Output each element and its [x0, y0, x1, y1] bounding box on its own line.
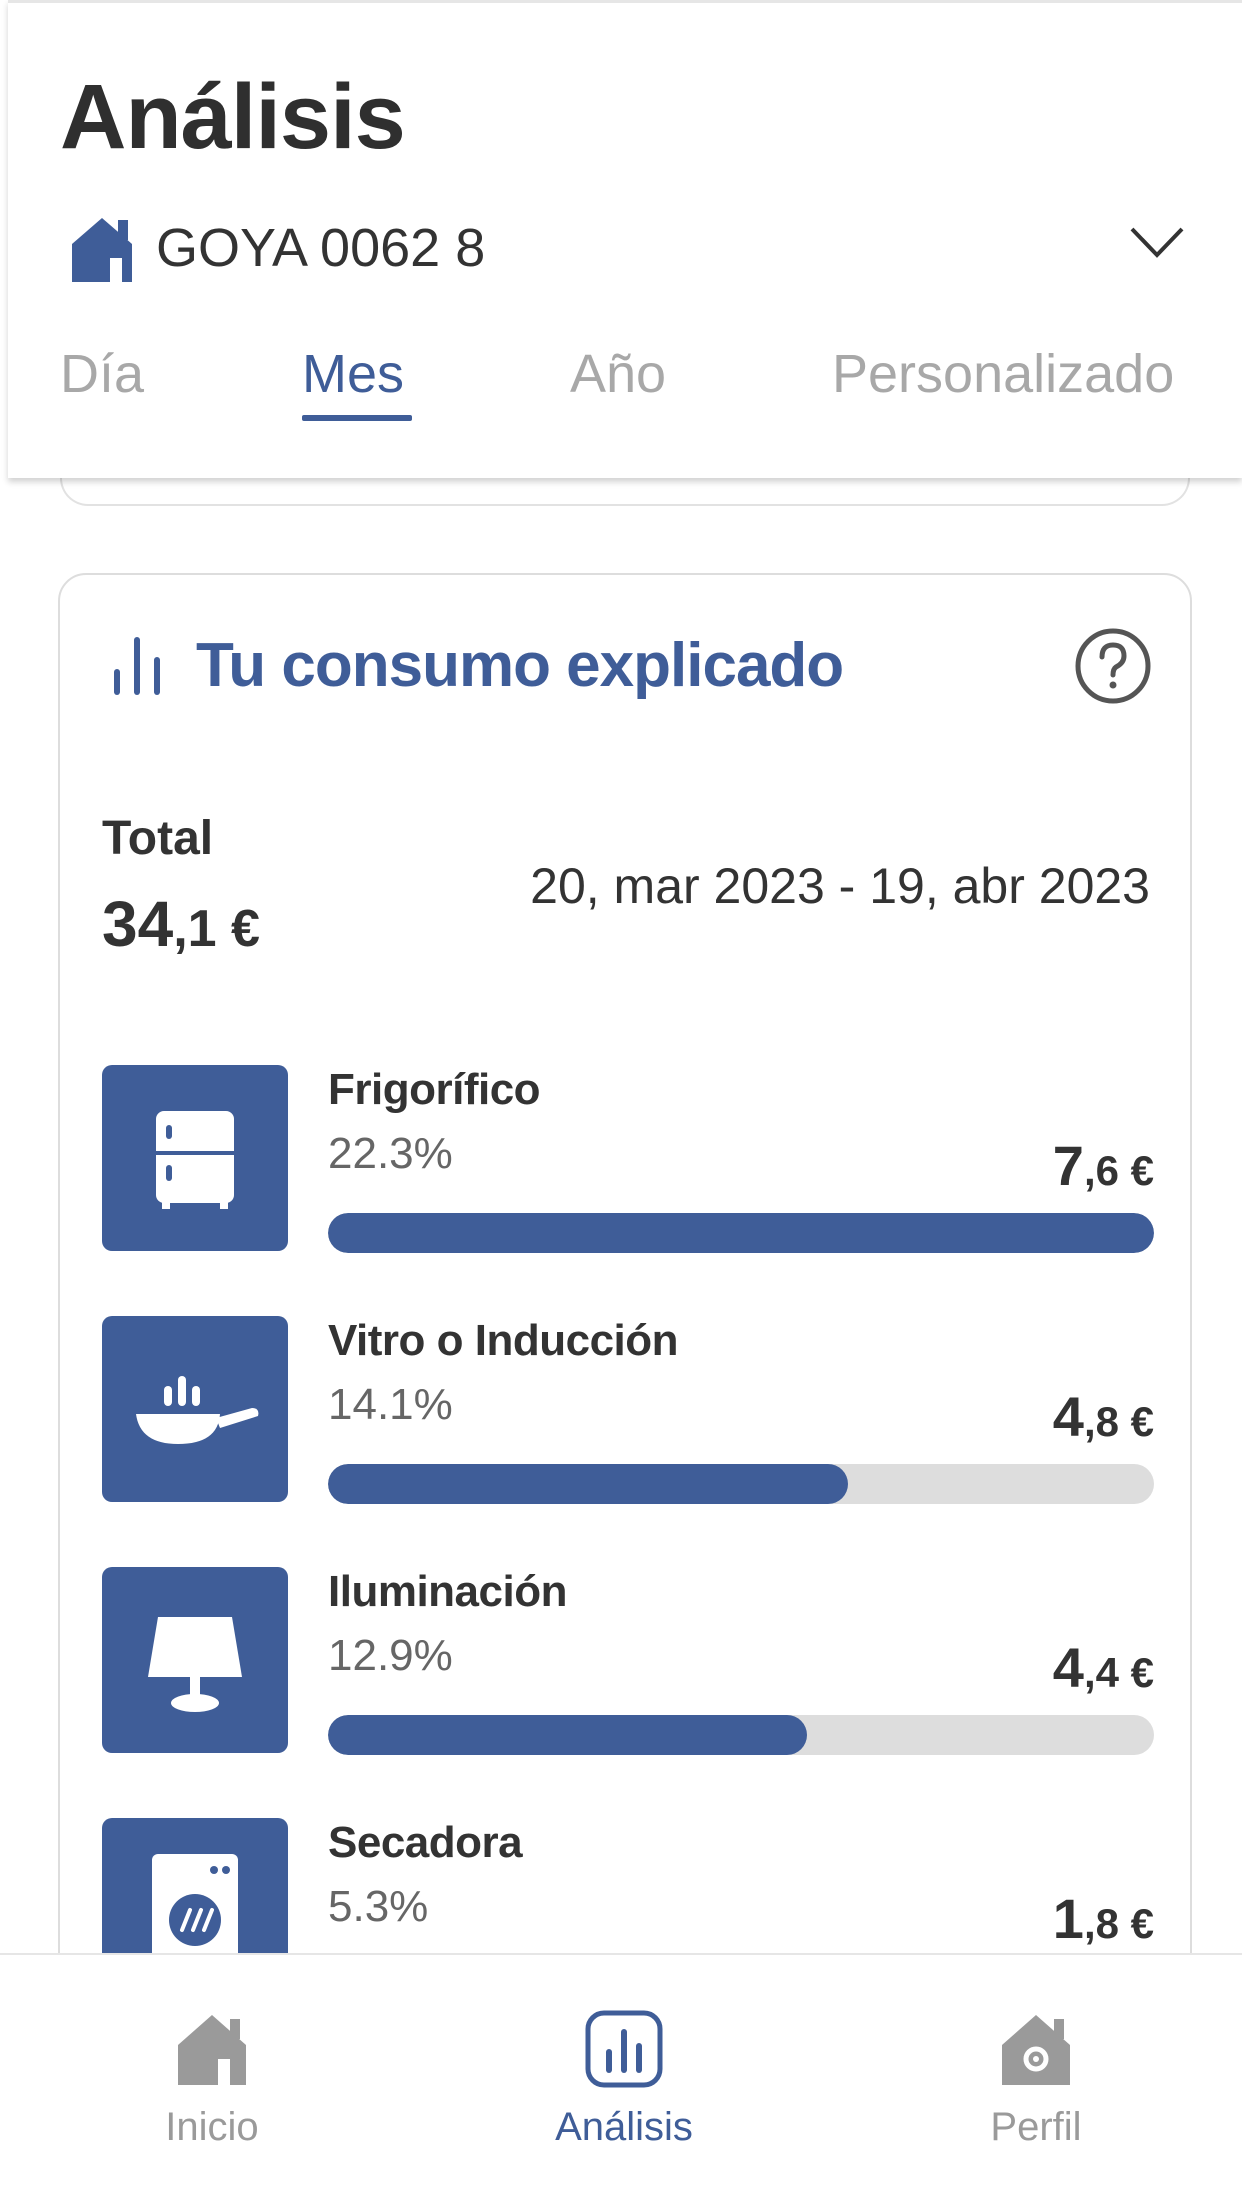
- nav-perfil[interactable]: Perfil: [916, 2009, 1156, 2150]
- item-percent: 12.9%: [328, 1631, 453, 1680]
- item-amount-int: 1: [1052, 1887, 1084, 1950]
- item-percent: 22.3%: [328, 1129, 453, 1178]
- item-amount: 1,8 €: [1053, 1886, 1154, 1951]
- item-amount-int: 4: [1052, 1636, 1084, 1699]
- nav-label: Análisis: [555, 2105, 693, 2149]
- card-header: Tu consumo explicado: [112, 625, 1152, 705]
- total-value-dec: ,1 €: [173, 900, 260, 958]
- item-amount-int: 4: [1052, 1385, 1084, 1448]
- analysis-icon: [585, 2010, 663, 2088]
- item-name: Frigorífico: [328, 1065, 541, 1114]
- item-amount: 7,6 €: [1053, 1133, 1154, 1198]
- profile-icon: [1002, 2015, 1070, 2085]
- tab-mes[interactable]: Mes: [302, 344, 405, 404]
- item-amount-dec: ,4 €: [1083, 1649, 1154, 1696]
- item-progress-bar: [328, 1715, 1154, 1755]
- home-icon: [178, 2015, 246, 2085]
- tab-ano[interactable]: Año: [570, 344, 667, 404]
- chevron-down-icon[interactable]: [1128, 223, 1186, 263]
- card-title: Tu consumo explicado: [196, 630, 844, 700]
- tab-personalizado[interactable]: Personalizado: [832, 344, 1175, 404]
- item-amount-dec: ,8 €: [1083, 1398, 1154, 1445]
- list-item-vitro[interactable]: Vitro o Inducción 14.1% 4,8 €: [102, 1316, 1154, 1506]
- item-progress-fill: [328, 1464, 849, 1504]
- item-name: Vitro o Inducción: [328, 1316, 679, 1365]
- property-name: GOYA 0062 8: [156, 218, 486, 278]
- item-amount-dec: ,8 €: [1083, 1900, 1154, 1947]
- item-amount: 4,8 €: [1053, 1384, 1154, 1449]
- item-percent: 14.1%: [328, 1380, 453, 1429]
- item-name: Iluminación: [328, 1567, 567, 1616]
- bar-chart-icon: [114, 637, 160, 695]
- date-range: 20, mar 2023 - 19, abr 2023: [530, 858, 1150, 914]
- item-progress-bar: [328, 1464, 1154, 1504]
- app-header: Análisis GOYA 0062 8 Día Mes Año Persona…: [8, 0, 1242, 478]
- fridge-icon: [102, 1065, 288, 1251]
- nav-inicio[interactable]: Inicio: [92, 2009, 332, 2150]
- tab-active-underline: [302, 415, 412, 421]
- lamp-icon: [102, 1567, 288, 1753]
- property-selector[interactable]: GOYA 0062 8: [66, 209, 1186, 287]
- list-item-frigorifico[interactable]: Frigorífico 22.3% 7,6 €: [102, 1065, 1154, 1255]
- page-title: Análisis: [60, 66, 406, 168]
- item-progress-bar: [328, 1213, 1154, 1253]
- house-icon: [72, 218, 132, 282]
- nav-label: Perfil: [990, 2105, 1082, 2149]
- tab-dia[interactable]: Día: [60, 344, 145, 404]
- item-name: Secadora: [328, 1818, 523, 1867]
- item-amount: 4,4 €: [1053, 1635, 1154, 1700]
- list-item-iluminacion[interactable]: Iluminación 12.9% 4,4 €: [102, 1567, 1154, 1757]
- total-value: 34,1 €: [102, 887, 260, 961]
- nav-label: Inicio: [165, 2105, 259, 2149]
- nav-analisis[interactable]: Análisis: [504, 2009, 744, 2150]
- help-icon[interactable]: [1074, 627, 1152, 705]
- item-progress-fill: [328, 1715, 808, 1755]
- bottom-nav: Inicio Análisis Perfil: [0, 1953, 1242, 2208]
- item-amount-int: 7: [1052, 1134, 1084, 1197]
- pan-icon: [102, 1316, 288, 1502]
- total-label: Total: [102, 812, 214, 865]
- item-percent: 5.3%: [328, 1882, 429, 1931]
- item-amount-dec: ,6 €: [1083, 1147, 1154, 1194]
- period-tabs: Día Mes Año Personalizado: [8, 343, 1242, 433]
- item-progress-fill: [328, 1213, 1154, 1253]
- total-value-int: 34: [102, 888, 174, 960]
